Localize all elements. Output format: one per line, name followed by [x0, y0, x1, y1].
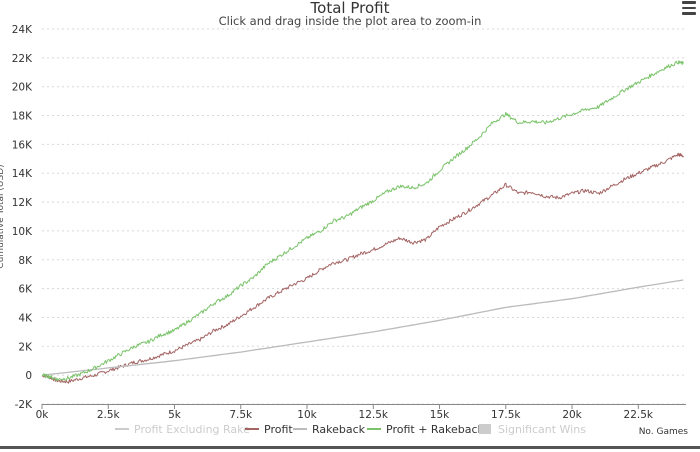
chart-subtitle: Click and drag inside the plot area to z…: [218, 14, 482, 28]
y-tick-label: 10K: [12, 226, 33, 238]
y-tick-label: 16K: [12, 139, 33, 151]
y-tick-label: 22K: [12, 53, 33, 65]
hamburger-menu-icon[interactable]: [682, 1, 696, 15]
bottom-divider: [0, 446, 700, 449]
y-tick-label: 6K: [18, 284, 33, 296]
legend-item-label[interactable]: Rakeback: [312, 423, 366, 436]
y-tick-label: 12K: [12, 197, 33, 209]
y-tick-label: 8K: [18, 255, 33, 267]
y-tick-label: 0: [25, 370, 32, 382]
y-axis-title: Cumulative Total (USD): [0, 164, 6, 268]
legend-item-label[interactable]: Profit: [264, 423, 293, 436]
y-tick-label: 4K: [18, 312, 33, 324]
x-tick-label: 12.5k: [359, 409, 389, 421]
x-tick-label: 2.5k: [97, 409, 121, 421]
x-tick-label: 0k: [36, 409, 50, 421]
x-axis-title: No. Games: [639, 427, 689, 437]
series-line-profit-rakeback: [41, 60, 684, 382]
legend-symbol: [479, 424, 491, 434]
legend-item-label[interactable]: Significant Wins: [498, 423, 586, 436]
y-tick-label: 24K: [12, 24, 33, 36]
x-tick-label: 20k: [562, 409, 582, 421]
y-tick-label: 20K: [12, 82, 33, 94]
y-tick-label: 18K: [12, 111, 33, 123]
x-tick-label: 17.5k: [491, 409, 521, 421]
series-line-rakeback: [41, 279, 684, 376]
x-tick-label: 15k: [430, 409, 450, 421]
y-tick-label: 2K: [18, 341, 33, 353]
x-tick-label: 5k: [168, 409, 182, 421]
y-tick-label: 14K: [12, 168, 33, 180]
x-tick-label: 22.5k: [624, 409, 654, 421]
chart-title: Total Profit: [310, 0, 390, 17]
legend-item-label[interactable]: Profit Excluding Rake: [134, 423, 250, 436]
series-line-profit: [41, 152, 684, 384]
x-tick-label: 10k: [297, 409, 317, 421]
legend-item-label[interactable]: Profit + Rakeback: [386, 423, 485, 436]
y-tick-label: -2K: [15, 399, 33, 411]
x-tick-label: 7.5k: [229, 409, 253, 421]
